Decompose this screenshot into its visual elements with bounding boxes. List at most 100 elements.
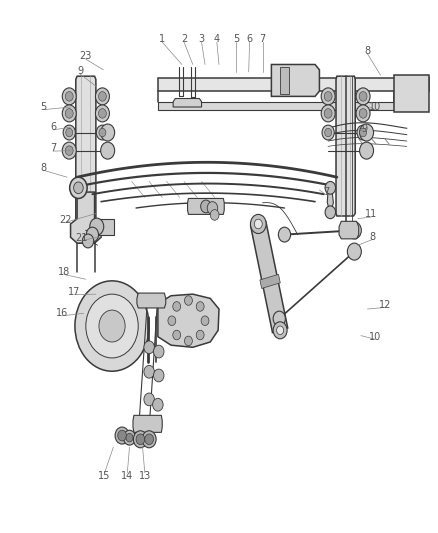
Circle shape — [357, 125, 369, 140]
Circle shape — [134, 431, 148, 448]
Circle shape — [347, 243, 361, 260]
Circle shape — [90, 218, 104, 235]
Circle shape — [95, 105, 110, 122]
Circle shape — [62, 105, 76, 122]
Circle shape — [86, 227, 99, 242]
Circle shape — [201, 200, 211, 213]
Circle shape — [356, 88, 370, 105]
Polygon shape — [133, 415, 162, 432]
Polygon shape — [137, 293, 166, 308]
Circle shape — [66, 128, 73, 137]
Circle shape — [63, 125, 75, 140]
Text: 16: 16 — [56, 308, 68, 318]
Circle shape — [325, 181, 336, 194]
Circle shape — [360, 124, 374, 141]
Circle shape — [153, 345, 164, 358]
Text: 17: 17 — [68, 287, 80, 297]
Circle shape — [153, 369, 164, 382]
Text: 10: 10 — [369, 332, 381, 342]
Circle shape — [99, 310, 125, 342]
Text: 10: 10 — [369, 102, 381, 112]
Text: 7: 7 — [260, 34, 266, 44]
Circle shape — [70, 177, 87, 198]
Text: 3: 3 — [198, 34, 205, 44]
Polygon shape — [71, 192, 101, 243]
Polygon shape — [76, 76, 96, 243]
Text: 8: 8 — [364, 46, 371, 56]
Text: 5: 5 — [233, 34, 240, 44]
Circle shape — [124, 430, 136, 445]
Circle shape — [325, 128, 332, 137]
Circle shape — [74, 182, 83, 193]
Circle shape — [144, 341, 154, 354]
Circle shape — [279, 227, 290, 242]
Text: 6: 6 — [50, 122, 56, 132]
Text: 2: 2 — [181, 34, 187, 44]
Polygon shape — [394, 75, 428, 112]
Circle shape — [184, 296, 192, 305]
Circle shape — [101, 124, 115, 141]
Text: 5: 5 — [40, 102, 46, 112]
Circle shape — [99, 109, 106, 118]
Text: 14: 14 — [121, 471, 134, 481]
Polygon shape — [339, 221, 359, 239]
Circle shape — [196, 330, 204, 340]
Circle shape — [145, 434, 153, 445]
Text: 23: 23 — [80, 51, 92, 61]
Text: 13: 13 — [139, 471, 151, 481]
Circle shape — [75, 281, 149, 371]
Circle shape — [359, 109, 367, 118]
Circle shape — [325, 206, 336, 219]
Circle shape — [173, 330, 180, 340]
Text: 18: 18 — [58, 267, 70, 277]
Polygon shape — [260, 274, 280, 288]
Circle shape — [115, 427, 129, 444]
Polygon shape — [173, 99, 201, 107]
Circle shape — [65, 109, 73, 118]
Polygon shape — [99, 219, 114, 235]
Circle shape — [360, 142, 374, 159]
Text: 21: 21 — [75, 233, 88, 243]
Text: 7: 7 — [50, 143, 56, 154]
Circle shape — [99, 92, 106, 101]
Circle shape — [144, 393, 154, 406]
Circle shape — [273, 311, 286, 326]
Text: 22: 22 — [59, 215, 71, 225]
Circle shape — [118, 430, 127, 441]
Polygon shape — [327, 188, 333, 213]
Circle shape — [324, 92, 332, 101]
Circle shape — [321, 88, 335, 105]
Circle shape — [356, 105, 370, 122]
Circle shape — [126, 433, 133, 442]
Circle shape — [207, 201, 218, 214]
Polygon shape — [336, 76, 355, 216]
Circle shape — [254, 219, 262, 229]
Circle shape — [65, 92, 73, 101]
Circle shape — [251, 214, 266, 233]
Circle shape — [82, 234, 94, 248]
Text: 8: 8 — [40, 163, 46, 173]
Circle shape — [168, 316, 176, 326]
Circle shape — [96, 125, 109, 140]
Text: 9: 9 — [77, 66, 83, 76]
Polygon shape — [158, 102, 394, 110]
Text: 7: 7 — [323, 187, 329, 197]
Circle shape — [184, 336, 192, 346]
Circle shape — [101, 142, 115, 159]
Circle shape — [152, 398, 163, 411]
Circle shape — [142, 431, 156, 448]
Circle shape — [273, 322, 287, 339]
Circle shape — [173, 302, 180, 311]
Circle shape — [95, 88, 110, 105]
Circle shape — [321, 105, 335, 122]
Polygon shape — [158, 78, 428, 91]
Circle shape — [360, 128, 367, 137]
Text: 4: 4 — [214, 34, 220, 44]
Text: 9: 9 — [361, 124, 367, 134]
Circle shape — [196, 302, 204, 311]
Polygon shape — [158, 294, 219, 348]
Text: 12: 12 — [379, 300, 391, 310]
Text: 11: 11 — [365, 209, 377, 220]
Text: 1: 1 — [159, 34, 165, 44]
Circle shape — [210, 209, 219, 220]
